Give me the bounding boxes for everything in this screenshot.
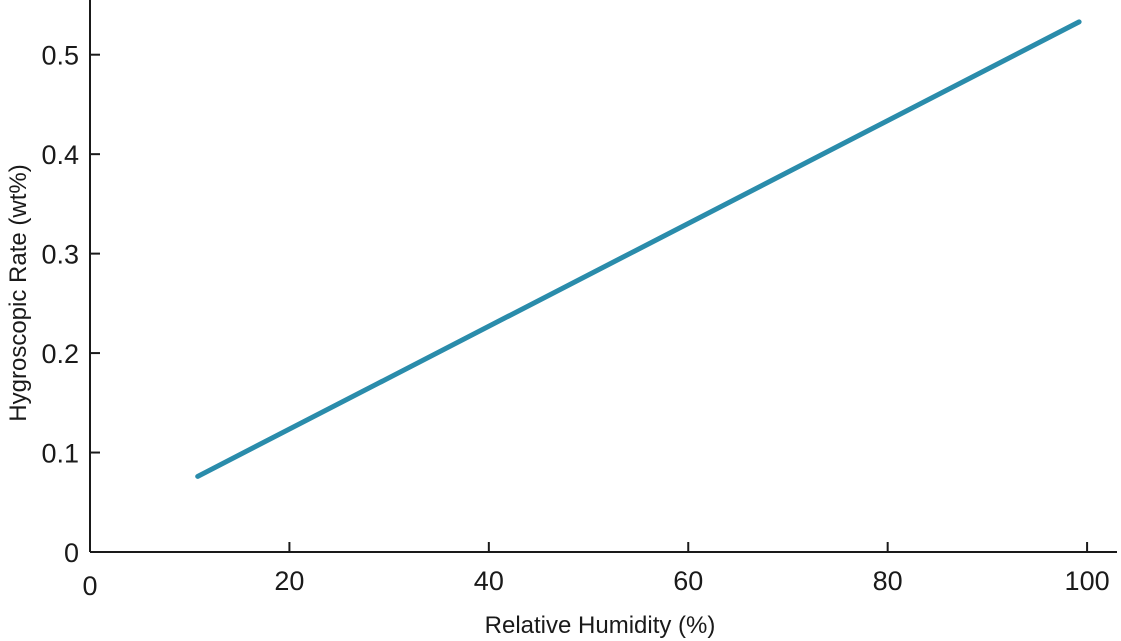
y-tick-label: 0.2: [41, 339, 79, 369]
x-tick-label: 40: [474, 566, 504, 596]
y-axis-title: Hygroscopic Rate (wt%): [5, 164, 32, 421]
series-line: [195, 19, 1082, 479]
y-tick-label: 0.1: [41, 439, 79, 469]
x-tick-label: 80: [873, 566, 903, 596]
y-tick-label: 0.3: [41, 240, 79, 270]
y-tick-label: 0.4: [41, 140, 79, 170]
x-tick-label: 20: [274, 566, 304, 596]
y-tick-label: 0: [64, 538, 79, 568]
x-tick-label: 100: [1065, 566, 1110, 596]
series-layer: [195, 19, 1082, 479]
x-axis: 0 20 40 60 80 100: [82, 542, 1117, 601]
y-axis: 0 0.1 0.2 0.3 0.4 0.5: [41, 0, 100, 568]
x-axis-title: Relative Humidity (%): [485, 612, 716, 639]
x-tick-label: 0: [82, 571, 97, 601]
y-tick-label: 0.5: [41, 41, 79, 71]
x-tick-label: 60: [673, 566, 703, 596]
